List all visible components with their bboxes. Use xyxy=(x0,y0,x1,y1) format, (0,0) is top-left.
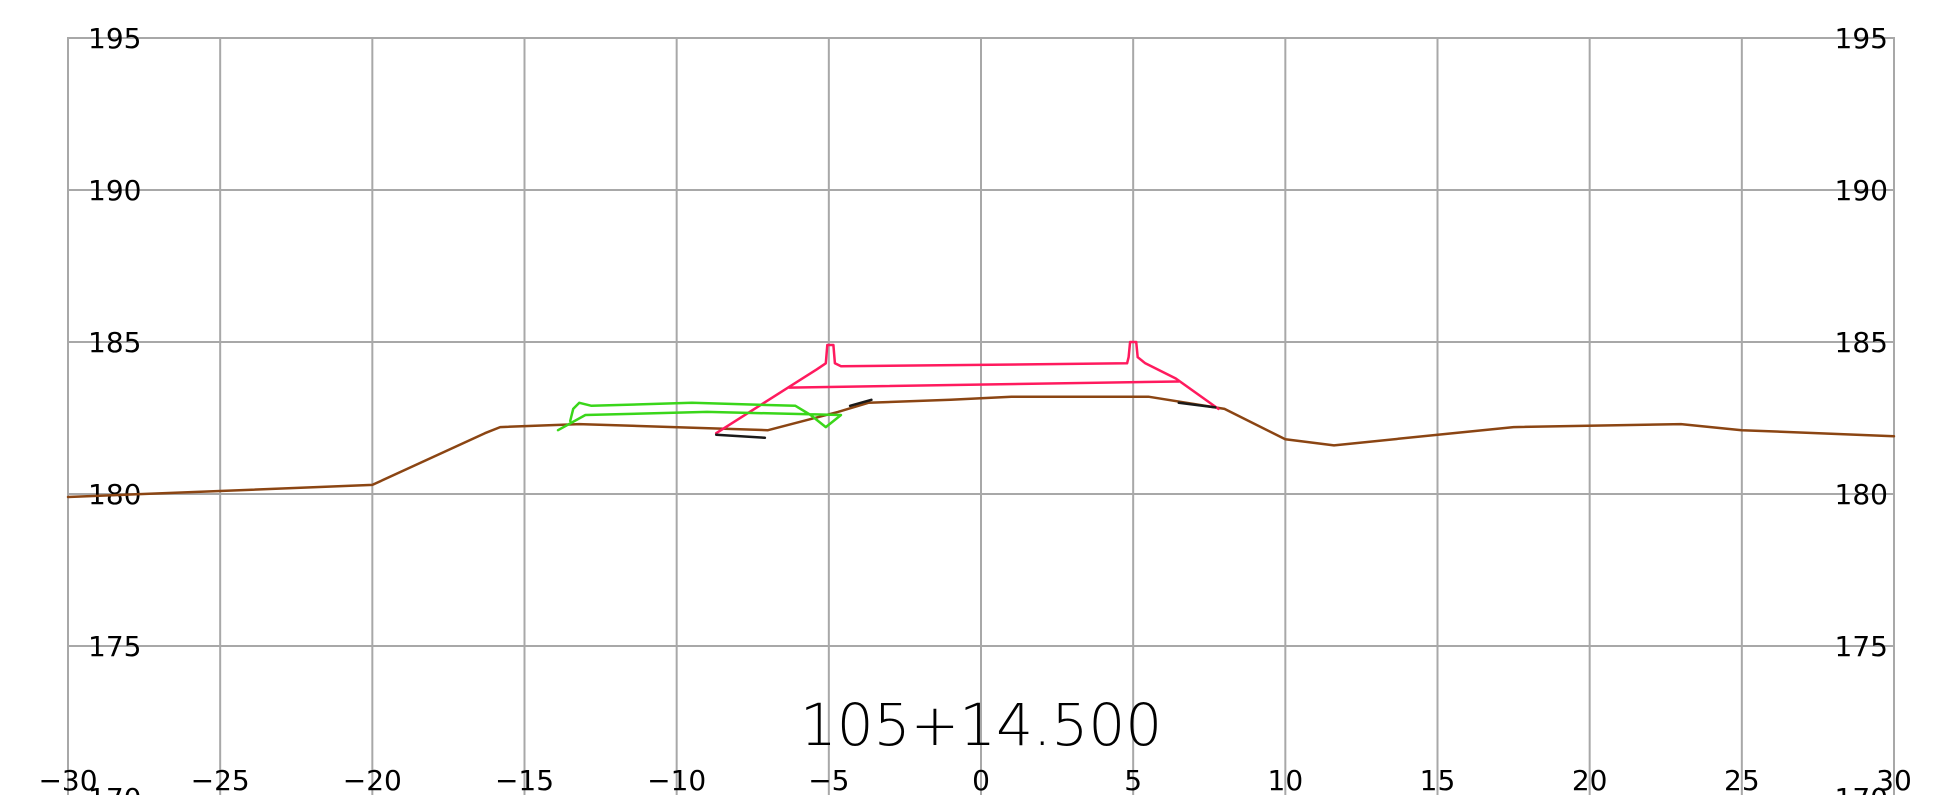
x-tick-label: 0 xyxy=(972,764,990,795)
x-tick-label: 5 xyxy=(1124,764,1142,795)
y-tick-label-left: 175 xyxy=(88,630,141,663)
series-line-6 xyxy=(1177,401,1217,409)
x-tick-label: 10 xyxy=(1268,764,1304,795)
series-line-2 xyxy=(788,380,1181,389)
y-tick-label-right: 175 xyxy=(1835,630,1888,663)
series-line-0 xyxy=(66,395,1896,499)
x-tick-label: −25 xyxy=(191,764,250,795)
y-tick-label-right: 190 xyxy=(1835,174,1888,207)
x-tick-label: 30 xyxy=(1876,764,1912,795)
y-tick-label-left: 190 xyxy=(88,174,141,207)
x-tick-label: −20 xyxy=(343,764,402,795)
plot-frame xyxy=(67,37,1895,795)
x-tick-label: 15 xyxy=(1420,764,1456,795)
series-line-4 xyxy=(714,433,767,440)
y-tick-label-left: 170 xyxy=(88,782,141,795)
x-tick-label: 20 xyxy=(1572,764,1608,795)
x-tick-label: −15 xyxy=(495,764,554,795)
series-line-5 xyxy=(848,398,873,408)
y-tick-label-right: 195 xyxy=(1835,22,1888,55)
y-tick-label-right: 170 xyxy=(1835,782,1888,795)
y-tick-label-right: 185 xyxy=(1835,326,1888,359)
x-tick-label: −5 xyxy=(808,764,849,795)
station-label: 105+14.500 xyxy=(800,691,1162,759)
x-tick-label: 25 xyxy=(1724,764,1760,795)
y-tick-label-left: 195 xyxy=(88,22,141,55)
series-line-1 xyxy=(714,340,1220,435)
x-tick-label: −30 xyxy=(38,764,97,795)
y-tick-label-right: 180 xyxy=(1835,478,1888,511)
series-line-3 xyxy=(556,401,843,432)
x-tick-label: −10 xyxy=(647,764,706,795)
y-tick-label-left: 185 xyxy=(88,326,141,359)
